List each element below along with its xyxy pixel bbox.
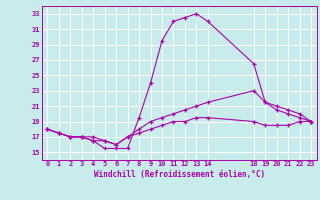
X-axis label: Windchill (Refroidissement éolien,°C): Windchill (Refroidissement éolien,°C): [94, 170, 265, 179]
